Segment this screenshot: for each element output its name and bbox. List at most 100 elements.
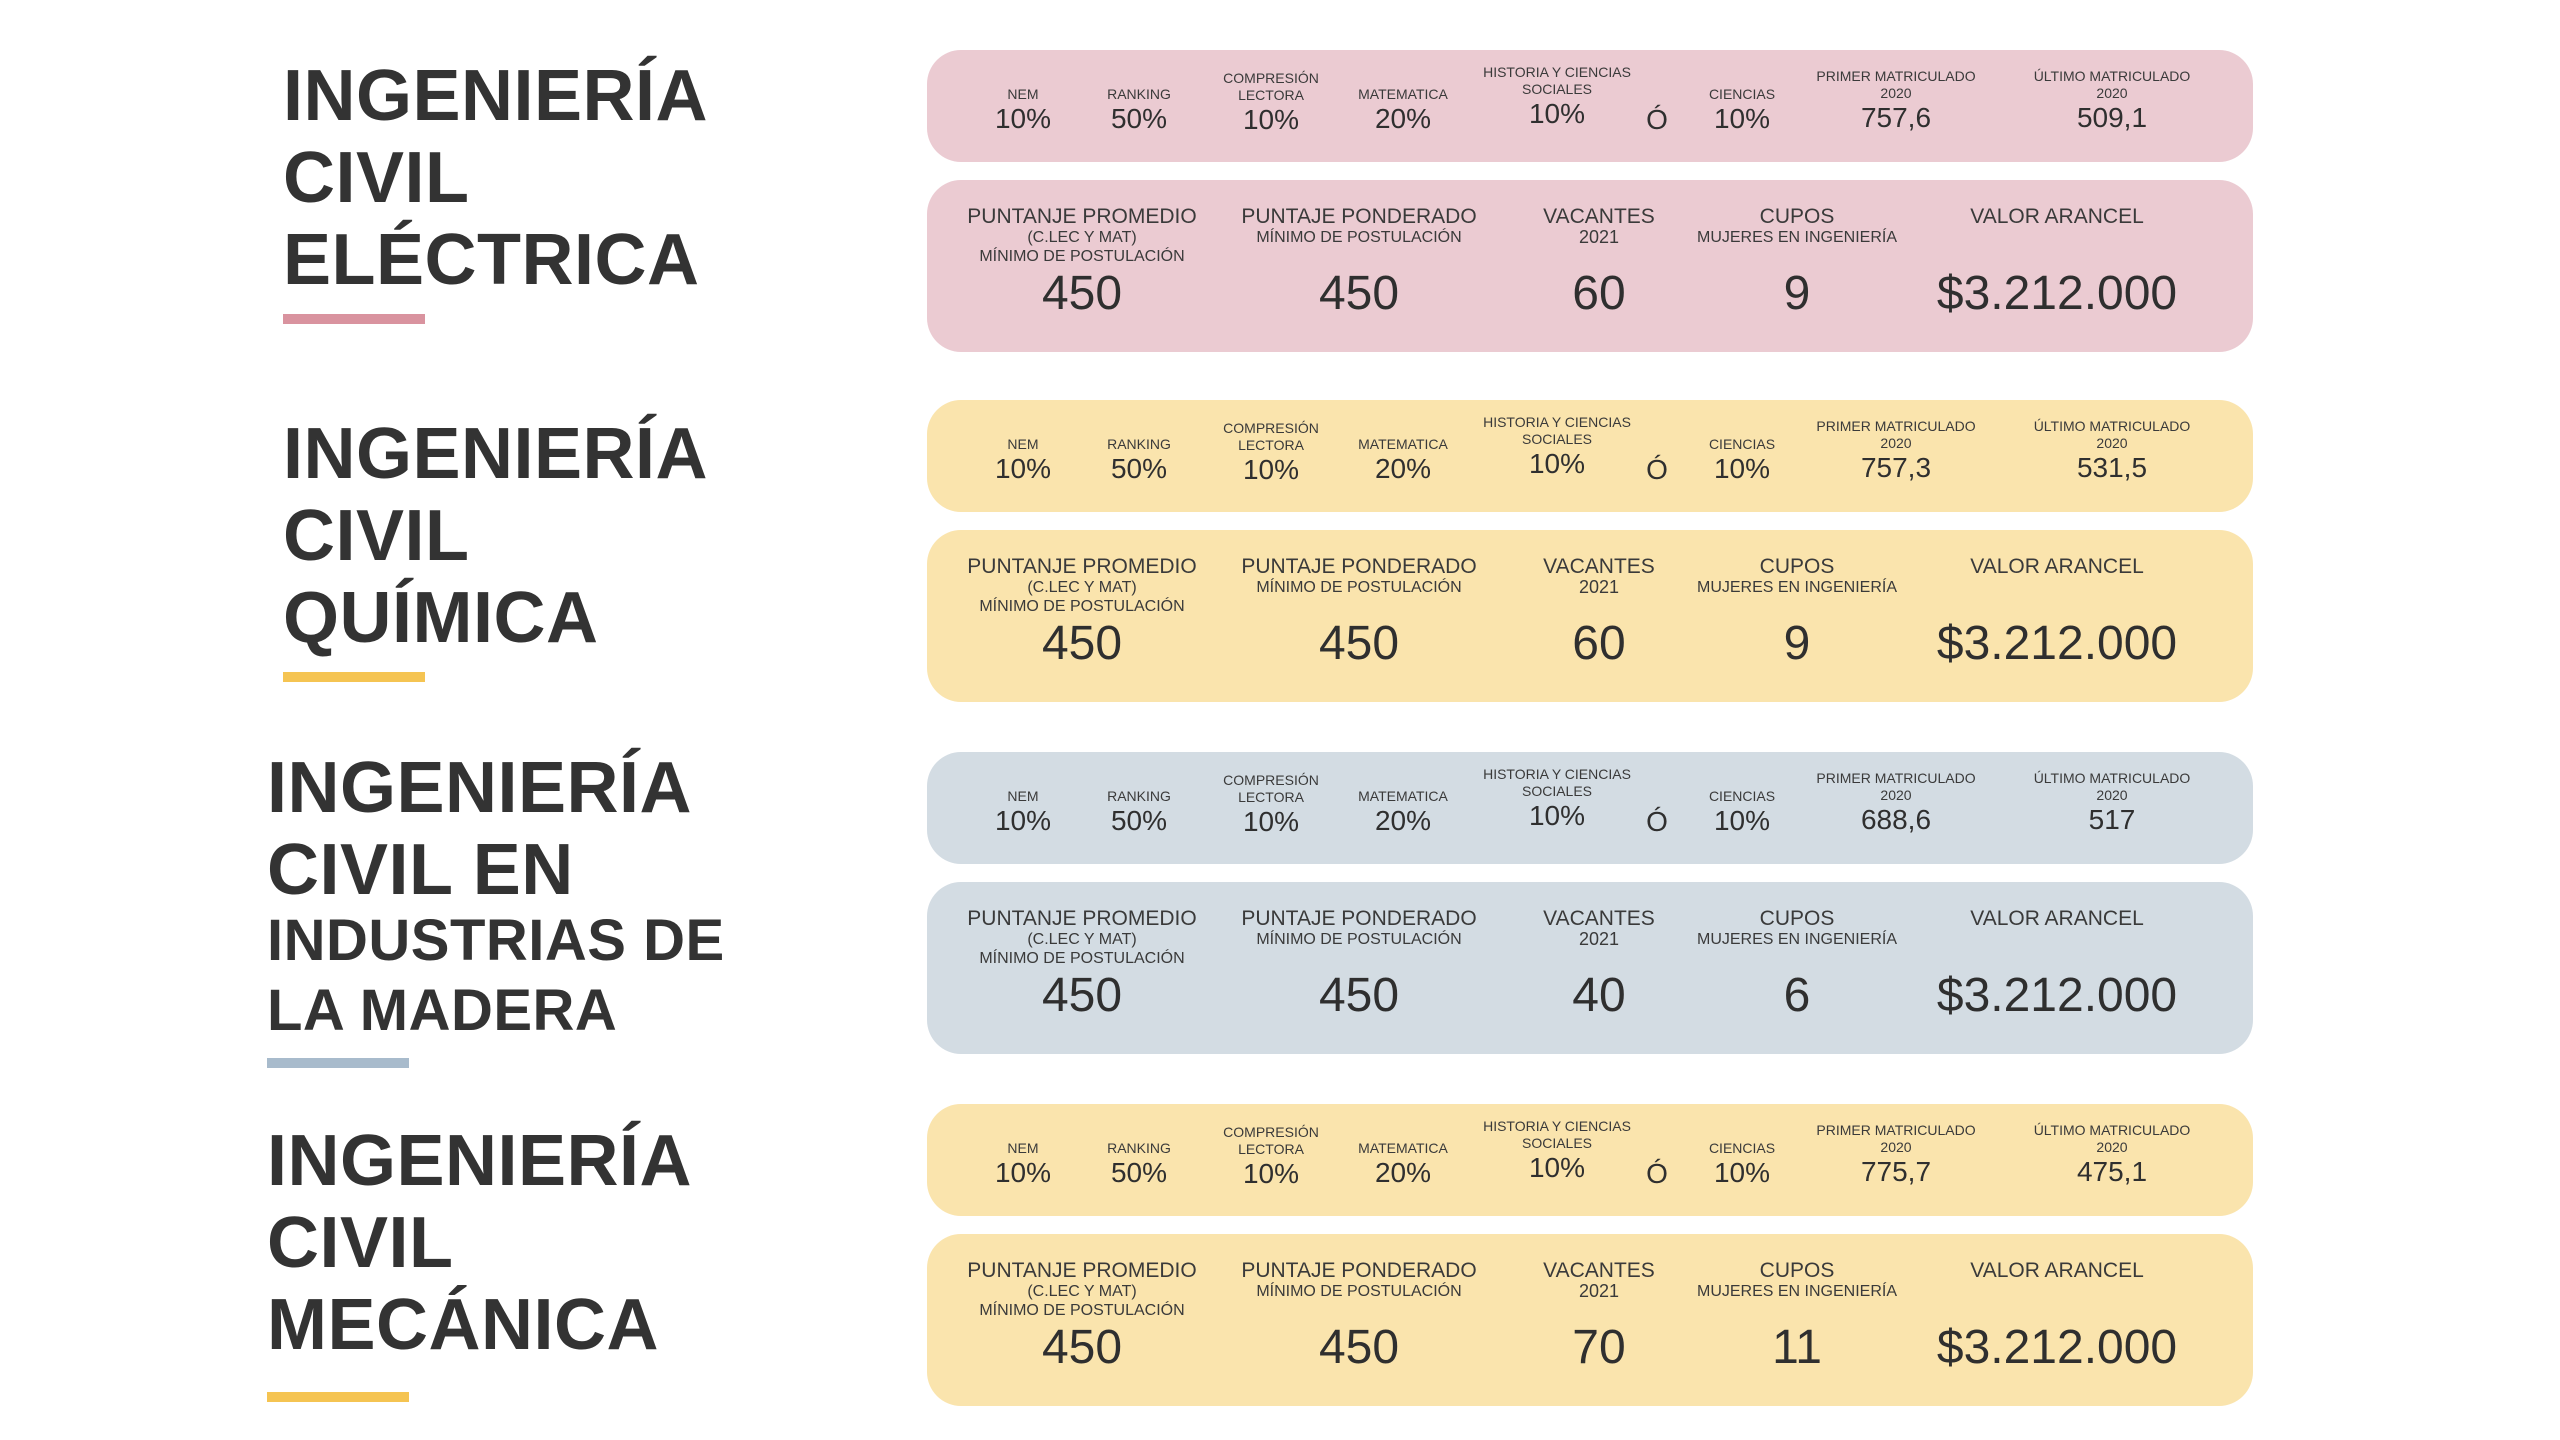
promedio-label: PUNTANJE PROMEDIO bbox=[967, 555, 1197, 578]
primer-label: PRIMER MATRICULADO bbox=[1816, 68, 1976, 84]
ponderado-sub: MÍNIMO DE POSTULACIÓN bbox=[1256, 229, 1462, 246]
promedio-value: 450 bbox=[1041, 617, 1123, 670]
comprension-cell: COMPRESIÓN LECTORA 10% bbox=[1223, 772, 1319, 838]
ciencias-value: 10% bbox=[1713, 103, 1771, 134]
title-line: CIVIL bbox=[283, 496, 470, 576]
scores-card: PUNTANJE PROMEDIO (C.LEC Y MAT) MÍNIMO D… bbox=[927, 180, 2253, 352]
title-line: MECÁNICA bbox=[267, 1285, 659, 1365]
historia-label: SOCIALES bbox=[1521, 81, 1593, 97]
historia-value: 10% bbox=[1528, 800, 1586, 831]
nem-value: 10% bbox=[994, 805, 1052, 836]
vacantes-label: VACANTES bbox=[1543, 555, 1655, 578]
historia-label: HISTORIA Y CIENCIAS bbox=[1483, 1118, 1631, 1134]
nem-cell: NEM 10% bbox=[995, 86, 1051, 135]
ultimo-cell: ÚLTIMO MATRICULADO 2020 517 bbox=[2034, 770, 2191, 836]
primer-label: PRIMER MATRICULADO bbox=[1816, 1122, 1976, 1138]
ciencias-cell: CIENCIAS 10% bbox=[1709, 436, 1775, 485]
title-underline bbox=[283, 314, 425, 324]
vacantes-cell: VACANTES 2021 60 bbox=[1543, 206, 1655, 321]
matematica-label: MATEMATICA bbox=[1358, 86, 1448, 102]
ponderado-label: PUNTAJE PONDERADO bbox=[1241, 1259, 1477, 1282]
arancel-value: $3.212.000 bbox=[1936, 617, 2178, 670]
ciencias-label: CIENCIAS bbox=[1708, 1140, 1776, 1156]
arancel-cell: VALOR ARANCEL $3.212.000 bbox=[1937, 1260, 2177, 1375]
cupos-value: 9 bbox=[1783, 617, 1811, 670]
matematica-value: 20% bbox=[1374, 103, 1432, 134]
promedio-sub: (C.LEC Y MAT) bbox=[1027, 931, 1137, 948]
comprension-cell: COMPRESIÓN LECTORA 10% bbox=[1223, 420, 1319, 486]
primer-year: 2020 bbox=[1880, 85, 1912, 101]
historia-label: HISTORIA Y CIENCIAS bbox=[1483, 64, 1631, 80]
comprension-cell: COMPRESIÓN LECTORA 10% bbox=[1223, 70, 1319, 136]
title-line: QUÍMICA bbox=[283, 578, 599, 658]
historia-label: SOCIALES bbox=[1521, 431, 1593, 447]
cupos-label: CUPOS bbox=[1759, 205, 1835, 228]
ultimo-label: ÚLTIMO MATRICULADO bbox=[2033, 418, 2191, 434]
vacantes-cell: VACANTES 2021 40 bbox=[1543, 908, 1655, 1023]
scores-card: PUNTANJE PROMEDIO (C.LEC Y MAT) MÍNIMO D… bbox=[927, 1234, 2253, 1406]
ranking-label: RANKING bbox=[1107, 86, 1171, 102]
historia-value: 10% bbox=[1528, 448, 1586, 479]
nem-cell: NEM 10% bbox=[995, 788, 1051, 837]
ponderado-value: 450 bbox=[1318, 617, 1400, 670]
program-title: INGENIERÍA CIVIL EN INDUSTRIAS DE LA MAD… bbox=[267, 752, 725, 1048]
vacantes-cell: VACANTES 2021 60 bbox=[1543, 556, 1655, 671]
nem-label: NEM bbox=[1007, 788, 1039, 804]
scores-card: PUNTANJE PROMEDIO (C.LEC Y MAT) MÍNIMO D… bbox=[927, 530, 2253, 702]
matematica-label: MATEMATICA bbox=[1358, 436, 1448, 452]
ultimo-label: ÚLTIMO MATRICULADO bbox=[2033, 68, 2191, 84]
ranking-label: RANKING bbox=[1107, 436, 1171, 452]
promedio-cell: PUNTANJE PROMEDIO (C.LEC Y MAT) MÍNIMO D… bbox=[967, 1260, 1196, 1375]
primer-value: 757,3 bbox=[1860, 452, 1932, 483]
ultimo-year: 2020 bbox=[2096, 787, 2128, 803]
ponderado-value: 450 bbox=[1318, 1321, 1400, 1374]
nem-value: 10% bbox=[994, 1157, 1052, 1188]
title-underline bbox=[267, 1392, 409, 1402]
ultimo-label: ÚLTIMO MATRICULADO bbox=[2033, 770, 2191, 786]
cupos-sub: MUJERES EN INGENIERÍA bbox=[1696, 1283, 1898, 1300]
ranking-cell: RANKING 50% bbox=[1107, 86, 1171, 135]
primer-value: 775,7 bbox=[1860, 1156, 1932, 1187]
historia-label: HISTORIA Y CIENCIAS bbox=[1483, 414, 1631, 430]
cupos-value: 11 bbox=[1772, 1321, 1822, 1374]
promedio-sub: MÍNIMO DE POSTULACIÓN bbox=[979, 248, 1185, 265]
ultimo-value: 475,1 bbox=[2076, 1156, 2148, 1187]
promedio-value: 450 bbox=[1041, 267, 1123, 320]
primer-label: PRIMER MATRICULADO bbox=[1816, 770, 1976, 786]
historia-cell: HISTORIA Y CIENCIAS SOCIALES 10% bbox=[1483, 414, 1631, 480]
nem-value: 10% bbox=[994, 453, 1052, 484]
arancel-label: VALOR ARANCEL bbox=[1970, 1259, 2144, 1282]
scores-card: PUNTANJE PROMEDIO (C.LEC Y MAT) MÍNIMO D… bbox=[927, 882, 2253, 1054]
vacantes-label: VACANTES bbox=[1543, 205, 1655, 228]
ciencias-cell: CIENCIAS 10% bbox=[1709, 1140, 1775, 1189]
primer-value: 688,6 bbox=[1860, 804, 1932, 835]
vacantes-value: 70 bbox=[1572, 1321, 1626, 1374]
ranking-cell: RANKING 50% bbox=[1107, 788, 1171, 837]
weights-card: NEM 10% RANKING 50% COMPRESIÓN LECTORA 1… bbox=[927, 752, 2253, 864]
or-separator: Ó bbox=[1646, 104, 1668, 135]
cupos-value: 9 bbox=[1783, 267, 1811, 320]
ranking-cell: RANKING 50% bbox=[1107, 436, 1171, 485]
comprension-label: LECTORA bbox=[1238, 1141, 1304, 1157]
ponderado-value: 450 bbox=[1318, 969, 1400, 1022]
comprension-cell: COMPRESIÓN LECTORA 10% bbox=[1223, 1124, 1319, 1190]
ultimo-value: 531,5 bbox=[2076, 452, 2148, 483]
promedio-value: 450 bbox=[1041, 969, 1123, 1022]
ranking-value: 50% bbox=[1110, 805, 1168, 836]
promedio-cell: PUNTANJE PROMEDIO (C.LEC Y MAT) MÍNIMO D… bbox=[967, 908, 1196, 1023]
program-title: INGENIERÍA CIVIL ELÉCTRICA bbox=[283, 60, 708, 306]
ponderado-sub: MÍNIMO DE POSTULACIÓN bbox=[1256, 579, 1462, 596]
comprension-label: LECTORA bbox=[1238, 437, 1304, 453]
historia-value: 10% bbox=[1528, 1152, 1586, 1183]
cupos-cell: CUPOS MUJERES EN INGENIERÍA 6 bbox=[1697, 908, 1897, 1023]
matematica-cell: MATEMATICA 20% bbox=[1358, 788, 1448, 837]
nem-label: NEM bbox=[1007, 436, 1039, 452]
primer-label: PRIMER MATRICULADO bbox=[1816, 418, 1976, 434]
title-line: ELÉCTRICA bbox=[283, 220, 700, 300]
primer-cell: PRIMER MATRICULADO 2020 757,3 bbox=[1816, 418, 1975, 484]
cupos-sub: MUJERES EN INGENIERÍA bbox=[1696, 579, 1898, 596]
ponderado-value: 450 bbox=[1318, 267, 1400, 320]
title-line: INGENIERÍA bbox=[267, 1121, 693, 1201]
promedio-sub: MÍNIMO DE POSTULACIÓN bbox=[979, 950, 1185, 967]
comprension-value: 10% bbox=[1242, 454, 1300, 485]
